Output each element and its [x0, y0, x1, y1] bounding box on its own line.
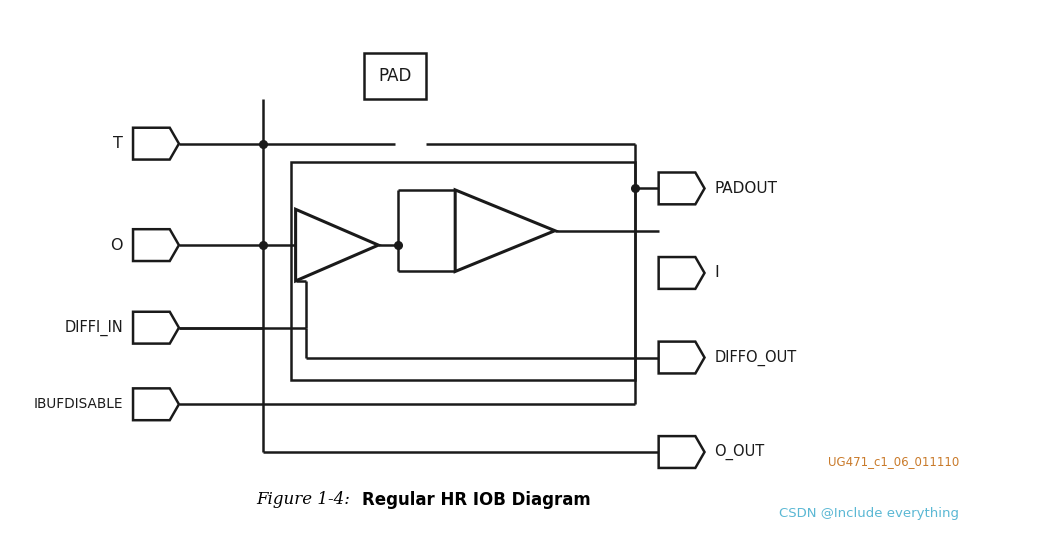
Text: DIFFI_IN: DIFFI_IN	[64, 320, 123, 336]
Polygon shape	[659, 173, 704, 204]
Text: CSDN @Include everything: CSDN @Include everything	[779, 507, 959, 520]
Text: T: T	[114, 136, 123, 151]
Polygon shape	[659, 436, 704, 468]
Polygon shape	[295, 209, 378, 281]
Text: I: I	[715, 265, 719, 280]
Polygon shape	[133, 128, 179, 159]
Polygon shape	[659, 257, 704, 289]
Text: Figure 1-4:: Figure 1-4:	[256, 491, 350, 508]
Text: DIFFO_OUT: DIFFO_OUT	[715, 350, 797, 366]
Text: Regular HR IOB Diagram: Regular HR IOB Diagram	[363, 491, 591, 509]
Text: IBUFDISABLE: IBUFDISABLE	[34, 397, 123, 411]
Text: UG471_c1_06_011110: UG471_c1_06_011110	[827, 456, 959, 469]
Polygon shape	[455, 190, 555, 271]
Text: PADOUT: PADOUT	[715, 181, 778, 196]
Polygon shape	[133, 312, 179, 344]
Polygon shape	[365, 53, 427, 99]
Polygon shape	[659, 342, 704, 374]
Polygon shape	[133, 389, 179, 420]
Text: PAD: PAD	[378, 67, 412, 85]
Text: O_OUT: O_OUT	[715, 444, 765, 460]
Polygon shape	[133, 229, 179, 261]
Text: O: O	[110, 238, 123, 253]
